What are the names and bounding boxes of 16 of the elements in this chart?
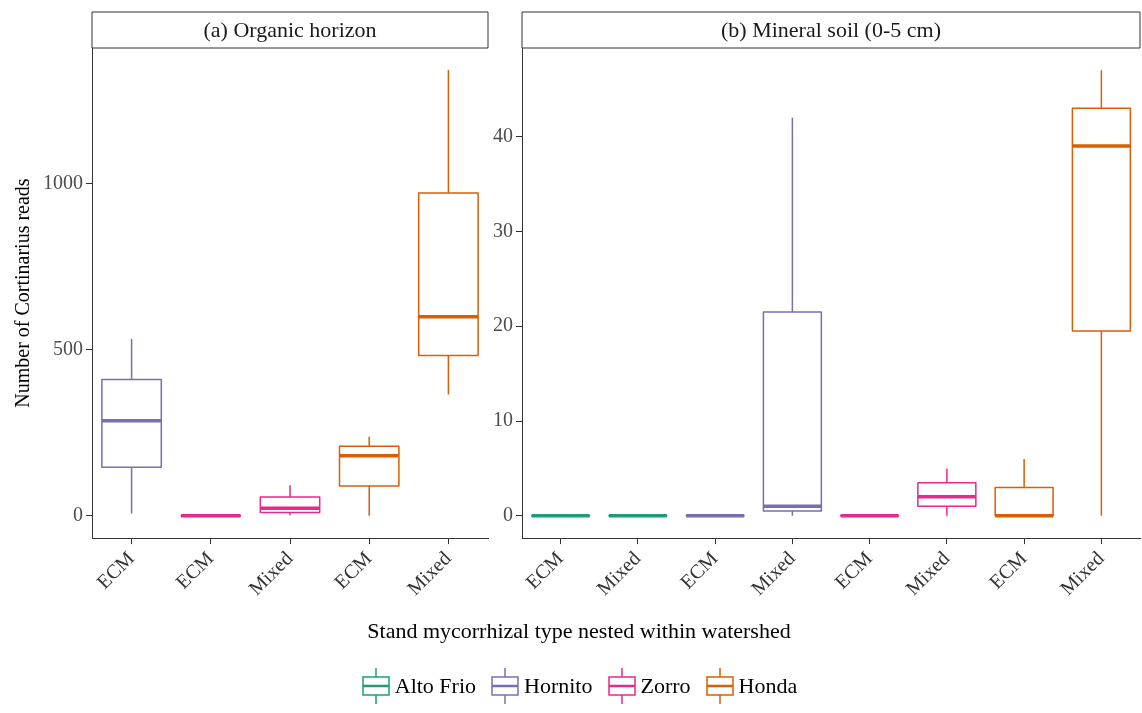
y-tick-label: 10: [493, 408, 513, 431]
y-tick-label: 40: [493, 123, 513, 146]
chart-title: (a) Organic horizon: [203, 16, 377, 42]
y-tick-label: 0: [73, 503, 83, 526]
legend-label: Zorro: [640, 673, 691, 699]
y-tick-label: 500: [53, 336, 83, 359]
y-tick-label: 20: [493, 313, 513, 336]
y-tick-label: 1000: [43, 170, 83, 193]
legend-label: Hornito: [524, 673, 593, 699]
y-axis-title: Number of Cortinarius reads: [11, 178, 34, 408]
y-tick-label: 30: [493, 218, 513, 241]
chart-title: (b) Mineral soil (0-5 cm): [721, 16, 941, 42]
legend-label: Honda: [738, 673, 798, 699]
y-tick-label: 0: [503, 503, 513, 526]
legend-label: Alto Frio: [394, 673, 477, 699]
x-axis-title: Stand mycorrhizal type nested within watershed: [367, 618, 791, 643]
